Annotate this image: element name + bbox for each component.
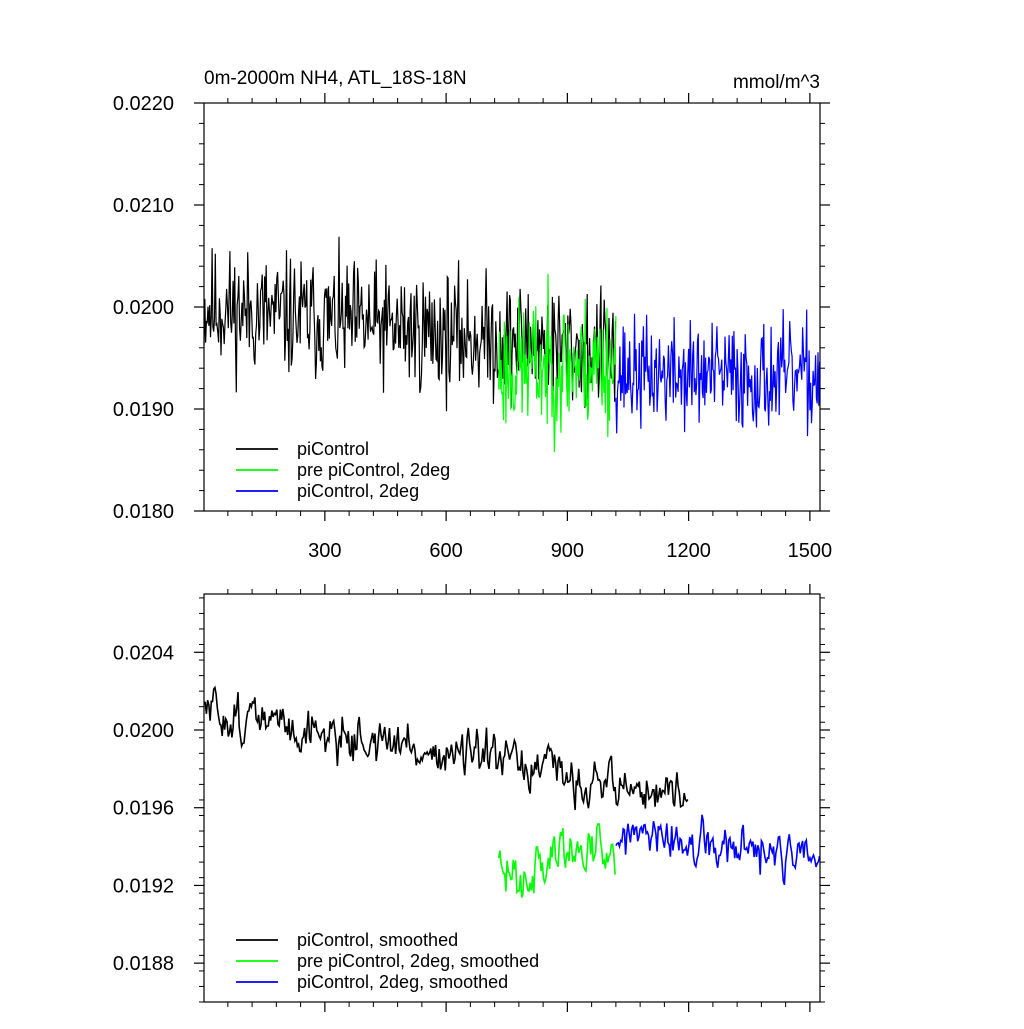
y-tick-label: 0.0220: [113, 93, 174, 115]
y-tick-label: 0.0188: [113, 953, 174, 975]
x-tick-label: 300: [308, 540, 341, 562]
series-line-2: [498, 273, 617, 453]
x-tick-label: 900: [551, 540, 584, 562]
y-tick-label: 0.0204: [113, 642, 174, 664]
legend-label: piControl: [297, 439, 369, 459]
series-line-3: [615, 814, 821, 886]
series-line-1: [203, 236, 617, 412]
top-panel: 0m-2000m NH4, ATL_18S-18N mmol/m^3 300 60…: [113, 68, 832, 562]
y-tick-label: 0.0200: [113, 297, 174, 319]
series-line-2: [497, 822, 616, 898]
series-line-3: [615, 309, 821, 437]
x-tick-label: 1200: [666, 540, 711, 562]
x-tick-label: 600: [429, 540, 462, 562]
legend-label: piControl, smoothed: [297, 930, 458, 950]
legend-label: piControl, 2deg: [297, 481, 419, 501]
plot-frame: [203, 593, 821, 1003]
x-tick-label: 1500: [788, 540, 833, 562]
y-tick-label: 0.0180: [113, 501, 174, 523]
legend-label: piControl, 2deg, smoothed: [297, 972, 508, 992]
series-line-1: [203, 685, 689, 811]
legend-label: pre piControl, 2deg: [297, 460, 450, 480]
y-tick-label: 0.0190: [113, 399, 174, 421]
units-label: mmol/m^3: [733, 72, 820, 93]
legend-label: pre piControl, 2deg, smoothed: [297, 951, 539, 971]
y-tick-label: 0.0210: [113, 195, 174, 217]
y-tick-label: 0.0200: [113, 720, 174, 742]
bottom-panel: 0.0188 0.0192 0.0196 0.0200 0.0204 piControl,…: [113, 584, 830, 1012]
y-tick-label: 0.0196: [113, 798, 174, 820]
y-tick-label: 0.0192: [113, 875, 174, 897]
chart-title: 0m-2000m NH4, ATL_18S-18N: [204, 68, 467, 89]
